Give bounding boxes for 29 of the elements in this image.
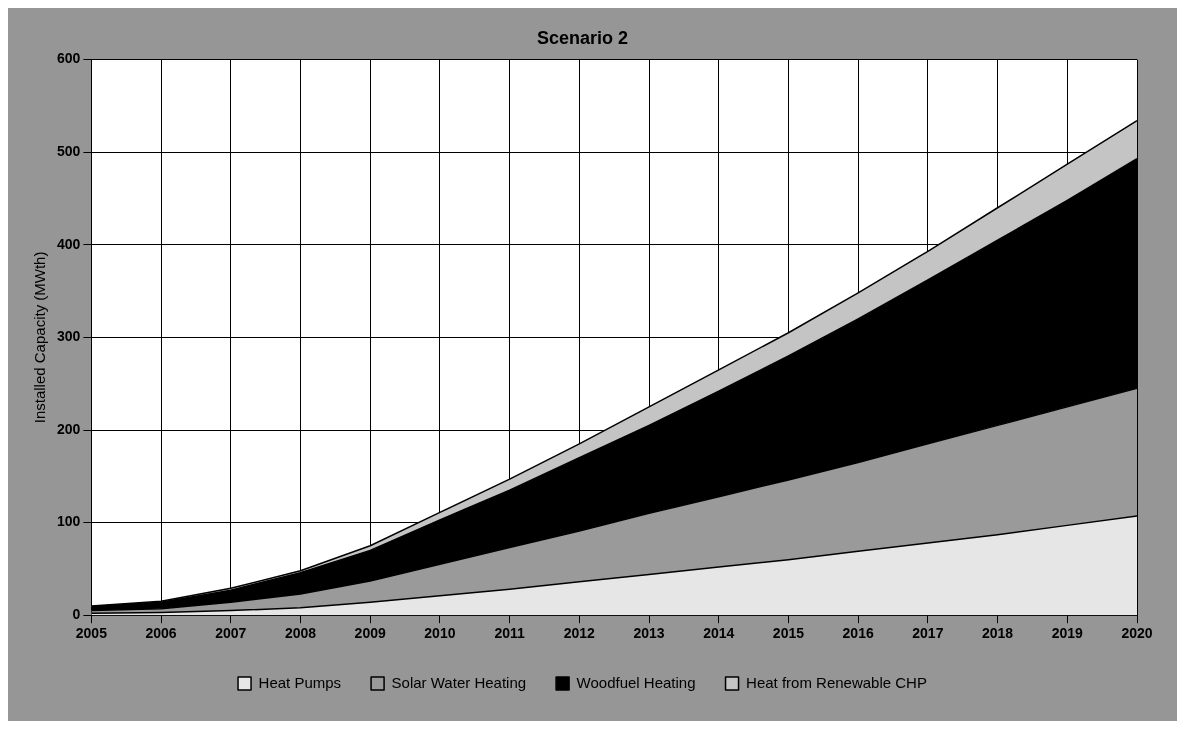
x-tick-label: 2013 [633,625,665,642]
y-tick-label: 500 [57,143,81,160]
legend-label: Heat from Renewable CHP [746,673,927,691]
y-axis-title: Installed Capacity (MWth) [31,251,49,424]
x-tick-label: 2010 [424,625,456,642]
x-tick-label: 2015 [772,625,805,642]
x-tick-label: 2018 [982,625,1014,642]
x-tick-label: 2005 [75,625,108,642]
y-tick-label: 600 [57,50,81,67]
x-tick-label: 2008 [284,625,317,642]
y-tick-label: 100 [57,513,81,530]
x-tick-label: 2017 [912,625,944,642]
y-tick-label: 300 [57,328,81,345]
x-tick-label: 2012 [563,625,596,642]
x-tick-label: 2007 [215,625,247,642]
x-tick-label: 2016 [842,625,874,642]
x-tick-label: 2014 [703,625,735,642]
x-tick-label: 2019 [1051,625,1084,642]
y-tick-label: 200 [57,420,81,437]
y-tick-label: 400 [57,235,81,252]
x-tick-label: 2011 [494,625,526,642]
chart-title: Scenario 2 [536,27,629,48]
legend-label: Heat Pumps [258,673,342,691]
x-tick-label: 2020 [1121,625,1153,642]
legend-label: Woodfuel Heating [576,673,696,691]
y-tick-label: 0 [72,606,81,623]
x-tick-label: 2006 [145,625,177,642]
legend-label: Solar Water Heating [391,673,527,691]
x-tick-label: 2009 [354,625,386,642]
